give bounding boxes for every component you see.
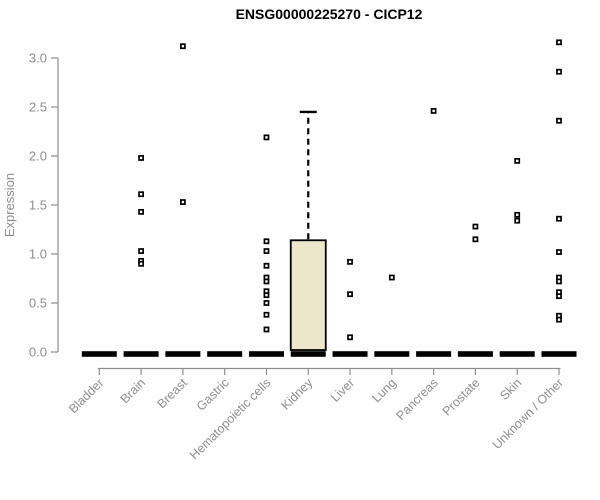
x-tick-label: Prostate [440,376,483,419]
y-tick-label: 2.5 [29,100,47,115]
outlier-point [556,215,562,222]
x-tick-label: Brain [118,376,149,407]
median-bar [541,351,577,357]
y-tick-label: 2.0 [29,149,47,164]
y-tick-label: 1.5 [29,198,47,213]
median-bar [207,351,243,357]
median-bar [165,351,201,357]
outlier-point [347,258,353,265]
outlier-point [263,134,270,141]
x-tick-label: Hematopoietic cells [187,376,274,463]
boxplot-group [81,110,577,357]
x-tick-label: Liver [328,376,357,405]
median-bar [416,351,452,357]
outlier-point [556,117,562,124]
median-bar [81,351,117,357]
box-iqr [289,239,327,351]
y-axis-title: Expression [2,173,17,237]
outlier-point [138,155,144,161]
outlier-point [556,39,562,46]
outlier-point [556,68,562,75]
median-bar [332,351,368,357]
outlier-point [514,211,521,218]
y-tick-label: 0.5 [29,296,47,311]
outlier-point [556,316,562,323]
outlier-points-group [138,39,562,341]
x-tick-label: Lung [369,376,399,406]
median-bar [374,351,410,357]
x-tick-label: Pancreas [393,376,440,423]
outlier-point [430,108,437,114]
outlier-point [263,262,270,269]
x-tick-label: Bladder [66,376,106,416]
outlier-point [138,208,144,215]
outlier-point [263,311,270,318]
outlier-point [138,260,144,267]
outlier-point [263,278,270,285]
outlier-point [556,278,562,285]
outlier-point [514,158,521,164]
outlier-point [138,191,144,198]
outlier-point [263,326,270,333]
y-tick-label: 0.0 [29,345,47,360]
x-tick-label: Unknown / Other [490,376,566,452]
outlier-point [179,199,186,205]
outlier-point [263,238,270,245]
outlier-point [556,293,562,300]
y-tick-label: 1.0 [29,247,47,262]
outlier-point [263,300,270,306]
outlier-point [388,274,395,281]
outlier-point [138,248,144,254]
median-bar [123,351,159,357]
outlier-point [347,334,353,341]
median-bar [457,351,493,357]
outlier-point [472,223,479,230]
chart-title: ENSG00000225270 - CICP12 [236,6,423,22]
median-bar [290,351,326,357]
median-bar [248,351,284,357]
median-bar [499,351,535,357]
x-tick-label: Breast [155,375,191,411]
outlier-point [472,236,479,243]
outlier-point [179,43,186,50]
x-tick-label: Gastric [194,376,232,414]
outlier-point [263,292,270,299]
outlier-point [347,291,353,298]
x-tick-label: Kidney [278,375,315,412]
y-tick-label: 3.0 [29,51,47,66]
outlier-point [263,248,270,254]
x-tick-label: Skin [497,376,524,403]
outlier-point [514,217,521,224]
outlier-point [556,249,562,255]
